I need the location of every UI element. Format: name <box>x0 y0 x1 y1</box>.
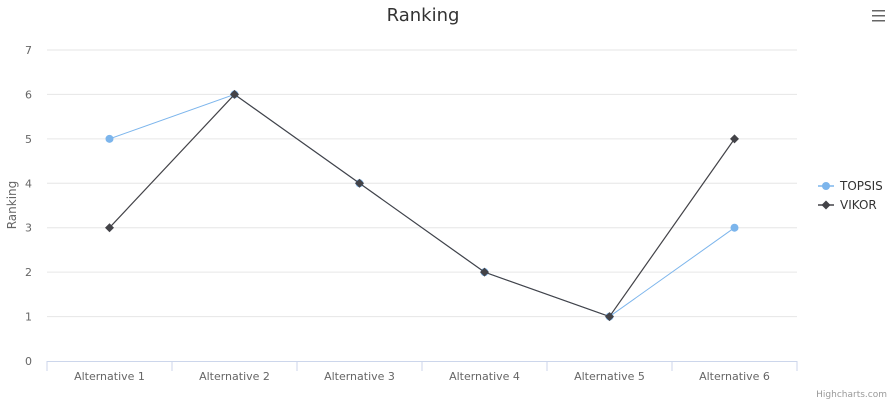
x-tick-label: Alternative 5 <box>574 370 645 383</box>
hamburger-menu-icon <box>872 10 885 22</box>
y-axis-ticks: 0 1 2 3 4 5 6 7 <box>25 44 32 368</box>
data-point[interactable] <box>605 312 614 322</box>
x-tick-label: Alternative 3 <box>324 370 395 383</box>
y-tick-label: 3 <box>25 222 32 235</box>
y-tick-label: 7 <box>25 44 32 57</box>
x-tick-label: Alternative 1 <box>74 370 145 383</box>
grid-lines <box>47 49 797 318</box>
series-line <box>109 93 735 318</box>
x-tick-label: Alternative 4 <box>449 370 520 383</box>
x-axis: Alternative 1 Alternative 2 Alternative 3 A… <box>46 361 798 383</box>
y-tick-label: 5 <box>25 133 32 146</box>
series-group <box>105 89 739 322</box>
chart-title: Ranking <box>387 5 460 26</box>
x-tick-label: Alternative 2 <box>199 370 270 383</box>
y-tick-label: 0 <box>25 355 32 368</box>
y-tick-label: 4 <box>25 177 32 190</box>
series-vikor <box>105 89 739 322</box>
legend[interactable]: TOPSIS VIKOR <box>818 179 883 212</box>
y-tick-label: 1 <box>25 311 32 324</box>
data-point[interactable] <box>480 267 489 277</box>
credits-link[interactable]: Highcharts.com <box>816 390 887 400</box>
y-axis-label: Ranking <box>5 181 19 230</box>
y-tick-label: 2 <box>25 266 32 279</box>
data-point[interactable] <box>105 134 114 143</box>
legend-item-topsis[interactable]: TOPSIS <box>818 179 883 193</box>
series-topsis <box>105 90 739 321</box>
context-menu-button[interactable] <box>866 6 890 28</box>
legend-marker[interactable] <box>821 200 831 210</box>
y-tick-label: 6 <box>25 88 32 101</box>
data-point[interactable] <box>105 223 114 233</box>
y-axis-title: Ranking <box>5 181 19 230</box>
legend-marker[interactable] <box>822 182 830 190</box>
data-point[interactable] <box>730 134 739 144</box>
data-point[interactable] <box>730 223 739 232</box>
legend-label: TOPSIS <box>839 179 883 193</box>
legend-label: VIKOR <box>840 198 877 212</box>
data-point[interactable] <box>355 178 364 188</box>
data-point[interactable] <box>230 89 239 99</box>
legend-item-vikor[interactable]: VIKOR <box>818 198 877 212</box>
x-tick-label: Alternative 6 <box>699 370 770 383</box>
